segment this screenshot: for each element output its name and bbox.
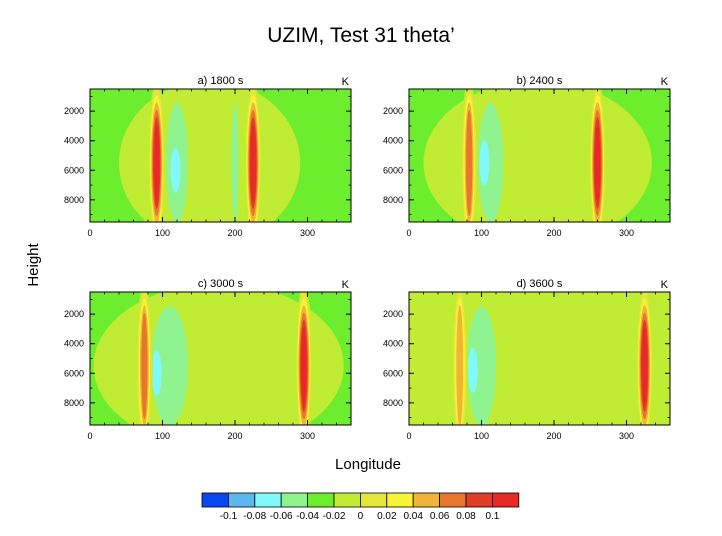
x-tick-label: 300 [300,431,315,441]
colorbar-swatch [254,492,282,508]
x-axis-title: Longitude [335,456,401,473]
y-tick-label: 6000 [64,165,84,175]
cold-core [467,347,478,393]
warm-band-layer [456,305,464,425]
y-tick-label: 4000 [64,136,84,146]
colorbar-swatch [227,492,256,508]
cold-region [231,103,239,222]
warm-band-layer [466,109,473,217]
panel-4: d) 3600 s K 0 100 200 300 2000 4000 6000 8000 [383,278,671,441]
colorbar-label: -0.02 [323,511,346,522]
y-tick-label: 8000 [64,195,84,205]
colorbar-swatch [491,492,520,508]
panel-title: a) 1800 s [198,75,244,87]
panel-1: a) 1800 s K 0 100 200 300 2000 4000 6000 8000 [64,75,352,238]
warm-band-layer [301,327,307,405]
x-tick-label: 100 [474,228,489,238]
cold-core [151,350,162,396]
x-tick-label: 200 [227,431,242,441]
panel-title: c) 3000 s [198,278,244,290]
colorbar-swatch [412,492,441,508]
colorbar-swatch [280,492,309,508]
y-tick-label: 6000 [64,368,84,378]
contour-field [409,292,670,425]
warm-band-layer [153,124,160,202]
y-tick-label: 8000 [383,398,403,408]
cold-region [477,103,504,222]
y-tick-label: 6000 [383,165,403,175]
warm-band-layer [141,312,148,420]
cold-core [170,147,181,193]
colorbar-label: 0.08 [456,511,476,522]
figure-title: UZIM, Test 31 theta’ [267,24,455,47]
y-tick-label: 8000 [64,398,84,408]
contour-field [90,89,351,222]
colorbar-label: -0.1 [220,511,238,522]
y-tick-label: 2000 [64,309,84,319]
colorbar-label: -0.06 [270,511,293,522]
colorbar-swatch [386,492,414,508]
panel-3: c) 3000 s K 0 100 200 300 2000 4000 6000 8000 [64,278,352,441]
y-tick-label: 6000 [383,368,403,378]
cold-core [479,140,490,186]
panel-title: d) 3600 s [517,278,563,290]
y-tick-label: 4000 [383,339,403,349]
colorbar-label: 0.1 [485,511,499,522]
y-tick-label: 8000 [383,195,403,205]
contour-field [90,292,351,425]
x-tick-label: 0 [406,431,411,441]
y-axis-title: Height [25,242,42,286]
x-tick-label: 0 [87,431,92,441]
y-tick-label: 4000 [383,136,403,146]
cold-region [467,306,496,425]
panel-units: K [661,279,669,291]
envelope-region [119,89,301,222]
colorbar-swatch [333,492,361,508]
colorbar-label: 0.06 [430,511,450,522]
x-tick-label: 100 [155,431,170,441]
colorbar-label: -0.08 [243,511,266,522]
colorbar-swatch [439,492,467,508]
warm-band-layer [594,124,601,202]
y-tick-label: 2000 [383,309,403,319]
panel-title: b) 2400 s [517,75,563,87]
colorbar-swatch [359,492,388,508]
colorbar-label: 0.04 [403,511,423,522]
colorbar: -0.1 -0.08 -0.06 -0.04 -0.02 0 0.02 0.04 0.06 0.0… [201,492,520,522]
envelope-region [423,89,652,222]
colorbar-swatch [307,492,335,508]
x-tick-label: 100 [155,228,170,238]
colorbar-label: -0.04 [296,511,319,522]
colorbar-swatch [465,492,493,508]
x-tick-label: 0 [87,228,92,238]
panel-units: K [342,76,350,88]
y-tick-label: 4000 [64,339,84,349]
x-tick-label: 100 [474,431,489,441]
warm-band-layer [641,327,648,405]
x-tick-label: 0 [406,228,411,238]
x-tick-label: 300 [619,228,634,238]
colorbar-swatch [201,492,229,508]
y-tick-label: 2000 [64,106,84,116]
colorbar-label: 0 [358,511,364,522]
x-tick-label: 200 [546,228,561,238]
cold-region [151,306,188,425]
contour-field [409,89,670,222]
panel-units: K [342,279,350,291]
x-tick-label: 200 [546,431,561,441]
warm-band-layer [250,124,256,202]
x-tick-label: 200 [227,228,242,238]
x-tick-label: 300 [619,431,634,441]
y-tick-label: 2000 [383,106,403,116]
panel-2: b) 2400 s K 0 100 200 300 2000 4000 6000 8000 [383,75,671,238]
colorbar-label: 0.02 [377,511,397,522]
x-tick-label: 300 [300,228,315,238]
panel-units: K [661,76,669,88]
